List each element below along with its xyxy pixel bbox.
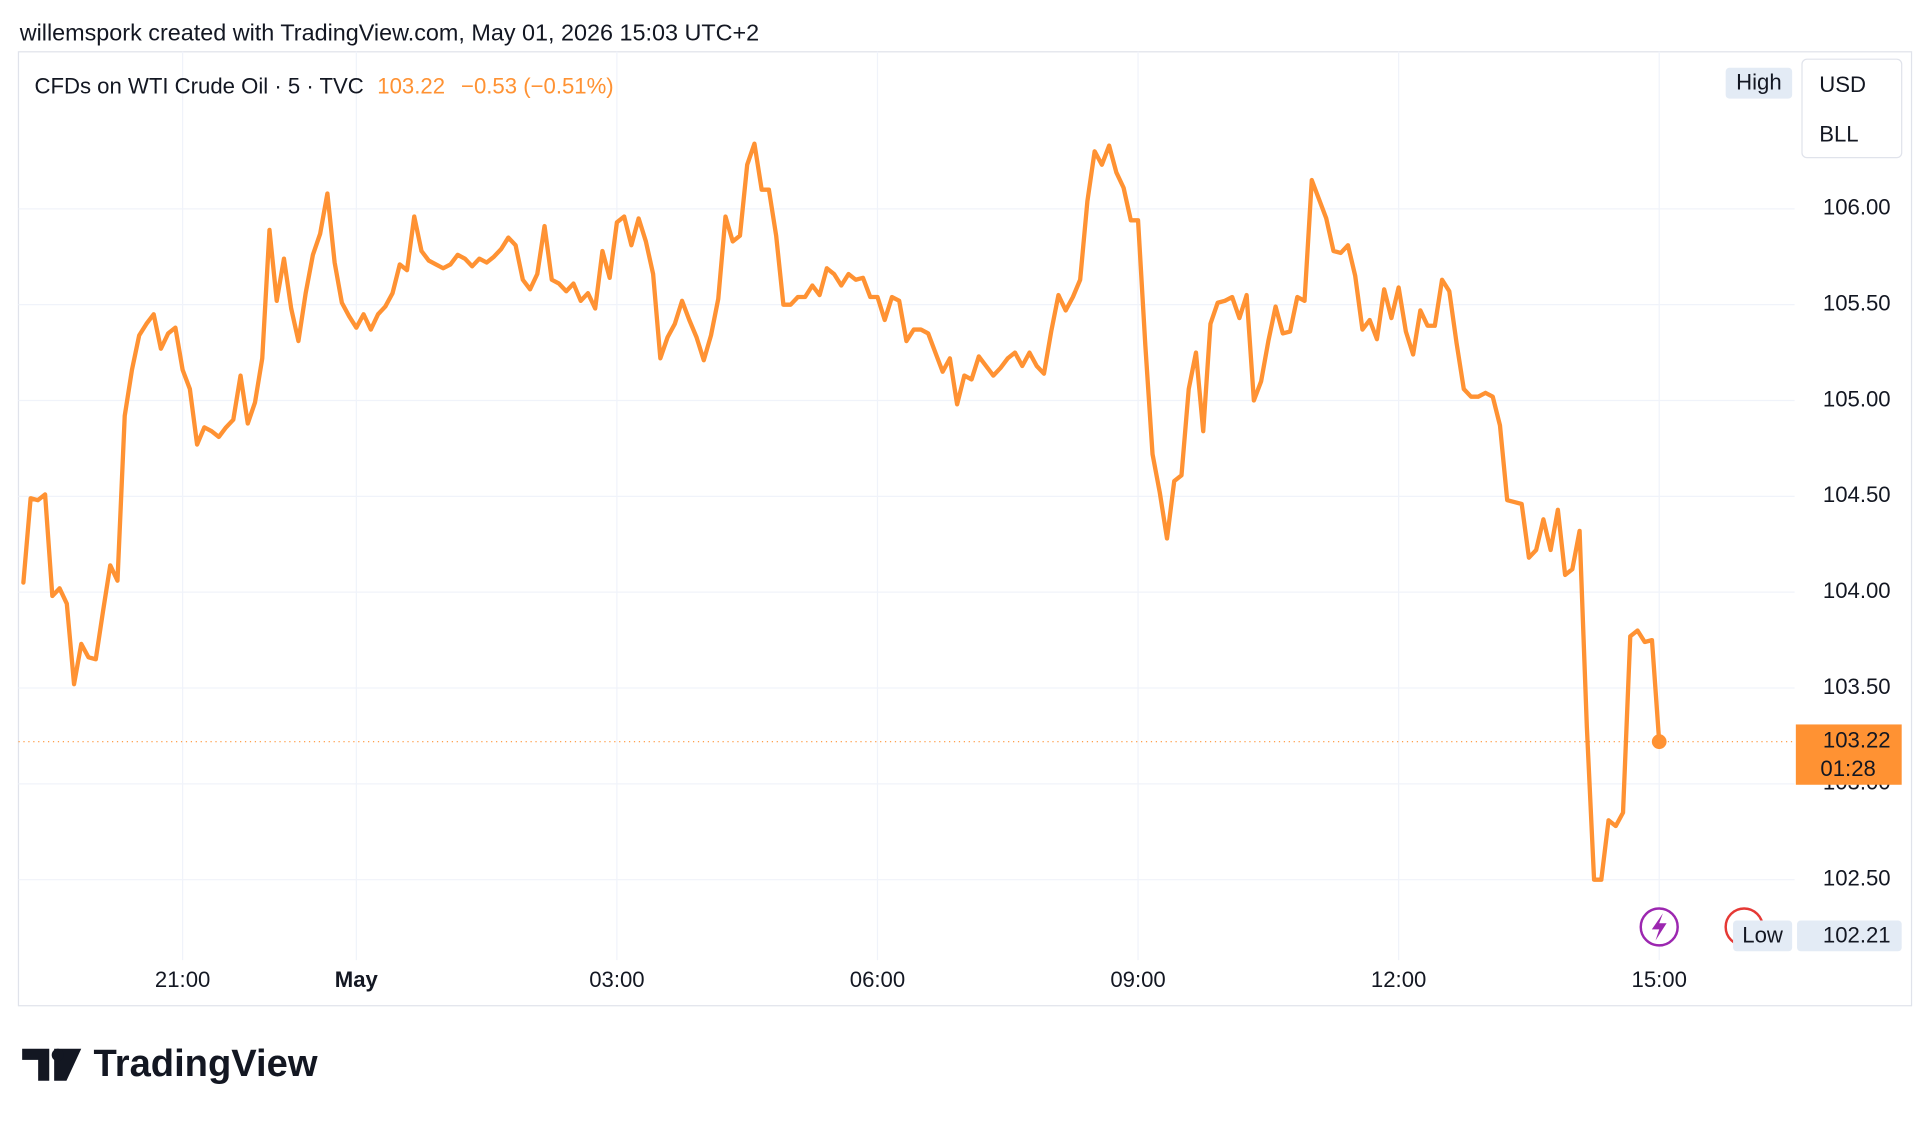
price-change: −0.53 (−0.51%) bbox=[461, 73, 614, 98]
logo: TradingView bbox=[22, 1042, 318, 1085]
currency-box[interactable] bbox=[1801, 58, 1903, 159]
brand: TradingView bbox=[94, 1042, 318, 1085]
logo-dot bbox=[51, 1048, 65, 1062]
y-tick-label: 106.00 bbox=[1823, 195, 1891, 220]
x-tick-label: 06:00 bbox=[850, 967, 905, 992]
grid bbox=[18, 51, 1795, 961]
attribution: willemspork created with TradingView.com… bbox=[19, 20, 760, 46]
y-tick-label: 103.50 bbox=[1823, 674, 1891, 699]
plot bbox=[18, 141, 1795, 882]
last-point bbox=[1651, 734, 1667, 750]
y-tick-label: 105.00 bbox=[1823, 386, 1891, 411]
legend: CFDs on WTI Crude Oil · 5 · TVC 103.22 −… bbox=[34, 73, 613, 98]
y-tick-label: 105.50 bbox=[1823, 291, 1891, 316]
countdown: 01:28 bbox=[1820, 756, 1875, 781]
unit: BLL bbox=[1819, 121, 1858, 146]
x-tick-label: 21:00 bbox=[155, 967, 210, 992]
high-label: High bbox=[1736, 70, 1782, 95]
x-tick-label: 09:00 bbox=[1110, 967, 1165, 992]
last-price-label: 103.22 bbox=[1823, 728, 1891, 753]
price-axis: 102.50103.00103.50104.00104.50105.00105.… bbox=[155, 195, 1902, 992]
chart-frame bbox=[17, 51, 1913, 1007]
symbol-title: CFDs on WTI Crude Oil · 5 · TVC bbox=[34, 73, 363, 98]
price-line bbox=[21, 141, 1662, 882]
x-tick-label: 03:00 bbox=[589, 967, 644, 992]
x-tick-label: 15:00 bbox=[1632, 967, 1687, 992]
last-price-badge bbox=[1795, 724, 1902, 785]
x-tick-label: May bbox=[335, 967, 379, 992]
low-value-badge bbox=[1797, 920, 1902, 952]
last-price: 103.22 bbox=[377, 73, 445, 98]
y-tick-label: 102.50 bbox=[1823, 866, 1891, 891]
low-value: 102.21 bbox=[1823, 922, 1891, 947]
low-badge bbox=[1733, 920, 1793, 952]
currency: USD bbox=[1819, 72, 1866, 97]
low-label: Low bbox=[1742, 922, 1784, 947]
y-tick-label: 104.00 bbox=[1823, 578, 1891, 603]
y-tick-label: 104.50 bbox=[1823, 482, 1891, 507]
event-bolt bbox=[1651, 913, 1667, 941]
high-badge bbox=[1725, 67, 1793, 99]
logo-mark bbox=[22, 1048, 82, 1081]
x-tick-label: 12:00 bbox=[1371, 967, 1426, 992]
